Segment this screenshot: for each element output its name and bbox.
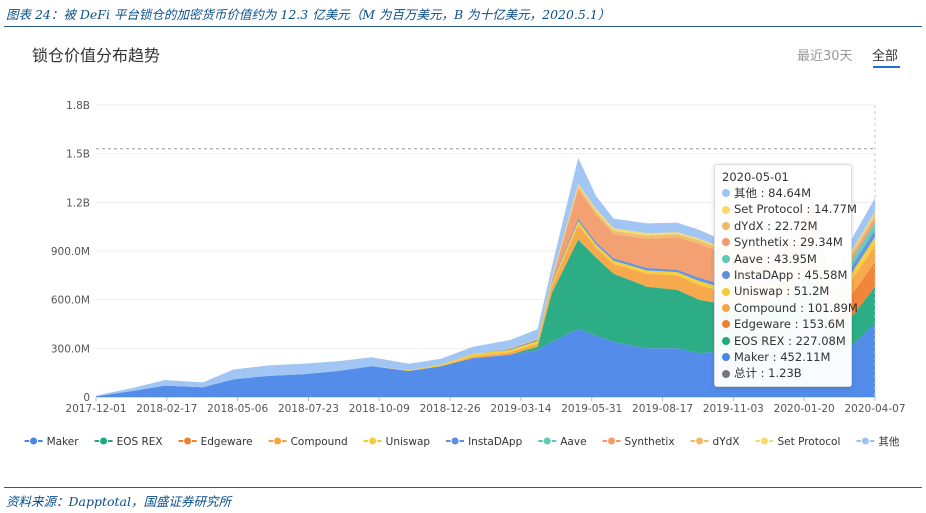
tab-all[interactable]: 全部 bbox=[872, 49, 899, 64]
tooltip-row: Uniswap : 51.2M bbox=[722, 283, 845, 299]
tooltip-row-label: Compound : 101.89M bbox=[734, 300, 858, 315]
legend-label-Set Protocol: Set Protocol bbox=[777, 436, 840, 448]
y-tick-label: 300.0M bbox=[51, 343, 90, 355]
legend-label-dYdX: dYdX bbox=[713, 436, 740, 448]
panel-title: 锁仓价值分布趋势 bbox=[32, 46, 161, 65]
legend-marker-EOS REX bbox=[99, 436, 109, 446]
tooltip-row-label: Aave : 43.95M bbox=[734, 251, 817, 266]
legend-marker-InstaDApp bbox=[450, 436, 460, 446]
series-dot-icon bbox=[722, 238, 730, 247]
tooltip-row: Set Protocol : 14.77M bbox=[722, 201, 857, 217]
tooltip-row-label: Set Protocol : 14.77M bbox=[734, 202, 857, 217]
y-tick-label: 1.5B bbox=[66, 149, 90, 161]
tooltip-row: EOS REX : 227.08M bbox=[722, 333, 846, 349]
bottom-divider bbox=[4, 487, 922, 488]
series-dot-icon bbox=[722, 205, 730, 214]
series-dot-icon bbox=[722, 271, 730, 280]
legend-marker-Edgeware bbox=[183, 436, 193, 446]
legend-label-Maker: Maker bbox=[47, 436, 80, 448]
tooltip-row-label: 总计 : 1.23B bbox=[734, 366, 802, 381]
tooltip-row-label: Edgeware : 153.6M bbox=[734, 317, 845, 332]
legend-label-Synthetix: Synthetix bbox=[625, 436, 675, 448]
tooltip-row: Edgeware : 153.6M bbox=[722, 316, 845, 332]
x-tick-label: 2018-07-23 bbox=[278, 403, 339, 415]
top-divider bbox=[4, 26, 922, 27]
series-dot-icon bbox=[722, 304, 730, 313]
x-tick-label: 2018-12-26 bbox=[420, 403, 481, 415]
tooltip-row: dYdX : 22.72M bbox=[722, 218, 845, 234]
legend-marker-Uniswap bbox=[368, 436, 378, 446]
x-tick-label: 2019-08-17 bbox=[632, 403, 693, 415]
legend-label-Uniswap: Uniswap bbox=[386, 436, 431, 448]
tooltip-date: 2020-05-01 bbox=[722, 170, 789, 184]
legend-marker-dYdX bbox=[695, 436, 705, 446]
tooltip-row: Synthetix : 29.34M bbox=[722, 234, 845, 250]
x-tick-label: 2018-02-17 bbox=[136, 403, 197, 415]
legend-marker-Synthetix bbox=[607, 436, 617, 446]
legend-label-其他: 其他 bbox=[878, 435, 899, 448]
legend-label-Edgeware: Edgeware bbox=[201, 436, 253, 448]
legend-marker-其他 bbox=[860, 436, 870, 446]
tooltip-row: 其他 : 84.64M bbox=[722, 185, 845, 201]
legend-label-InstaDApp: InstaDApp bbox=[468, 436, 523, 448]
series-dot-icon bbox=[722, 320, 730, 329]
x-tick-label: 2020-04-07 bbox=[844, 403, 905, 415]
legend-label-Compound: Compound bbox=[291, 436, 348, 448]
y-tick-label: 0 bbox=[83, 392, 90, 404]
tab-last-30-days[interactable]: 最近30天 bbox=[797, 49, 853, 64]
source-note: 资料来源：Dapptotal，国盛证券研究所 bbox=[6, 494, 232, 509]
figure-caption: 图表 24：被 DeFi 平台锁仓的加密货币价值约为 12.3 亿美元（M 为百… bbox=[6, 7, 611, 22]
tooltip-row-label: Synthetix : 29.34M bbox=[734, 235, 843, 250]
tvl-stacked-area-chart[interactable]: 0 300.0M 600.0M 900.0M 1.2B 1.5B 1.8B 2017-12-0… bbox=[0, 0, 926, 487]
x-tick-label: 2019-11-03 bbox=[703, 403, 764, 415]
tooltip-row-label: 其他 : 84.64M bbox=[734, 186, 812, 200]
area-series-Synthetix bbox=[96, 189, 875, 397]
legend-label-Aave: Aave bbox=[560, 436, 586, 448]
series-dot-icon bbox=[722, 222, 730, 231]
tooltip-row-label: Maker : 452.11M bbox=[734, 350, 831, 365]
series-dot-icon bbox=[722, 189, 730, 198]
series-dot-icon bbox=[722, 353, 730, 362]
tooltip-row: Maker : 452.11M bbox=[722, 349, 845, 365]
tooltip-row-label: dYdX : 22.72M bbox=[734, 218, 818, 233]
y-tick-label: 600.0M bbox=[51, 295, 90, 307]
tooltip-row-label: Uniswap : 51.2M bbox=[734, 284, 830, 299]
x-tick-label: 2018-05-06 bbox=[207, 403, 268, 415]
legend-label-EOS REX: EOS REX bbox=[117, 436, 163, 448]
tooltip-row-label: InstaDApp : 45.58M bbox=[734, 268, 848, 283]
series-dot-icon bbox=[722, 369, 730, 378]
y-tick-label: 1.2B bbox=[66, 197, 90, 209]
x-tick-label: 2019-05-31 bbox=[561, 403, 622, 415]
area-series-其他 bbox=[96, 157, 875, 397]
legend-marker-Compound bbox=[273, 436, 283, 446]
area-series-Maker bbox=[96, 315, 875, 397]
x-tick-label: 2017-12-01 bbox=[65, 403, 126, 415]
tooltip-row: InstaDApp : 45.58M bbox=[722, 267, 848, 283]
x-tick-label: 2018-10-09 bbox=[349, 403, 410, 415]
y-tick-label: 900.0M bbox=[51, 246, 90, 258]
x-tick-label: 2019-03-14 bbox=[490, 403, 551, 415]
y-tick-label: 1.8B bbox=[66, 100, 90, 112]
series-dot-icon bbox=[722, 254, 730, 263]
chart-tooltip: 2020-05-01 其他 : 84.64M Set Protocol : 14.… bbox=[714, 164, 858, 387]
active-tab-indicator bbox=[873, 66, 900, 68]
x-tick-label: 2020-01-20 bbox=[774, 403, 835, 415]
tooltip-row: 总计 : 1.23B bbox=[722, 365, 845, 381]
series-dot-icon bbox=[722, 287, 730, 296]
tooltip-row-label: EOS REX : 227.08M bbox=[734, 333, 846, 348]
series-dot-icon bbox=[722, 336, 730, 345]
legend-marker-Aave bbox=[542, 436, 552, 446]
tooltip-row: Compound : 101.89M bbox=[722, 300, 858, 316]
legend-marker-Set Protocol bbox=[759, 436, 769, 446]
tooltip-row: Aave : 43.95M bbox=[722, 251, 845, 267]
legend-marker-Maker bbox=[29, 436, 39, 446]
